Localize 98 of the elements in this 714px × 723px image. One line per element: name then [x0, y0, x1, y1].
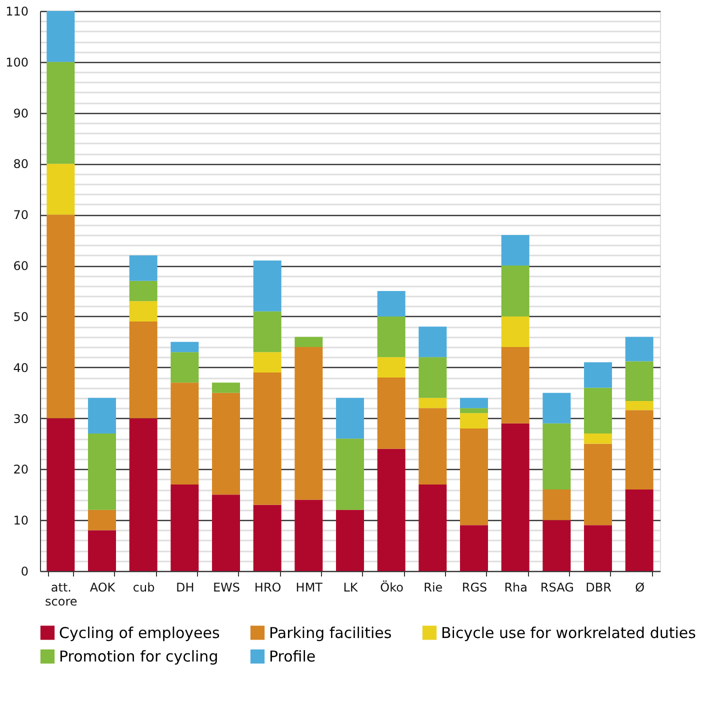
bar: [625, 400, 654, 410]
bar: [253, 311, 282, 352]
y-tick-label: 90: [13, 106, 28, 120]
bar: [625, 361, 654, 401]
y-tick-label: 60: [13, 259, 28, 274]
x-tick-label: cub: [132, 580, 155, 594]
x-tick-label: RSAG: [540, 580, 574, 594]
y-tick-label: 70: [13, 208, 28, 222]
bar: [377, 291, 406, 316]
y-tick-label: 110: [6, 4, 28, 18]
x-tick-label: RGS: [462, 580, 488, 594]
bar: [418, 326, 447, 358]
bar: [584, 444, 612, 526]
bar: [584, 388, 612, 434]
bar: [377, 378, 406, 449]
bar: [336, 510, 364, 571]
bar: [46, 214, 75, 418]
bar: [542, 392, 571, 424]
bar: [253, 372, 282, 505]
bar: [377, 357, 406, 378]
bar: [625, 410, 654, 490]
x-tick-label: att. score: [45, 580, 78, 608]
bar: [418, 398, 447, 408]
bar: [170, 484, 199, 571]
bar: [46, 418, 75, 571]
x-tick-label: Ø: [635, 580, 645, 594]
legend-label: Parking facilities: [269, 624, 392, 642]
bar: [501, 316, 530, 347]
y-tick-label: 20: [13, 462, 28, 477]
bar: [129, 418, 158, 571]
y-tick-label: 30: [13, 412, 28, 426]
bar: [170, 342, 199, 352]
bar: [460, 413, 488, 428]
bar: [212, 392, 240, 495]
x-tick-label: EWS: [212, 580, 240, 594]
x-tick-label: LK: [343, 580, 359, 594]
legend-label: Cycling of employees: [59, 624, 220, 642]
bar: [170, 382, 199, 484]
legend-label: Bicycle use for workrelated duties: [441, 624, 696, 642]
bar: [377, 448, 406, 571]
bar: [460, 428, 488, 526]
bar: [253, 260, 282, 312]
bar: [46, 164, 75, 215]
bar: [212, 382, 240, 393]
bar: [212, 494, 240, 571]
bar: [294, 500, 323, 571]
bar: [46, 11, 75, 62]
bar: [584, 434, 612, 444]
bar: [584, 362, 612, 388]
bar: [460, 408, 488, 414]
bar: [501, 266, 530, 316]
y-tick-label: 40: [13, 360, 28, 375]
bar: [46, 62, 75, 164]
bar: [377, 316, 406, 358]
bar: [88, 434, 116, 510]
x-tick-label: Rie: [424, 580, 443, 594]
bar: [584, 525, 612, 571]
x-tick-label: HRO: [254, 580, 282, 594]
bar: [418, 484, 447, 571]
bar: [170, 352, 199, 383]
bar: [253, 504, 282, 571]
bar: [418, 408, 447, 484]
bar: [129, 301, 158, 322]
bar: [460, 398, 488, 408]
y-tick-label: 10: [13, 514, 28, 528]
y-tick-label: 80: [13, 157, 28, 172]
bar: [501, 423, 530, 571]
bar: [294, 347, 323, 500]
bar: [336, 438, 364, 510]
legend-label: Promotion for cycling: [59, 648, 218, 666]
bar: [501, 235, 530, 266]
bar: [542, 423, 571, 490]
bar: [294, 336, 323, 347]
y-tick-label: 0: [20, 564, 28, 578]
x-tick-label: DBR: [586, 580, 612, 594]
x-tick-label: DH: [176, 580, 194, 594]
bar: [542, 520, 571, 571]
y-tick-label: 100: [6, 55, 28, 70]
bar: [336, 398, 364, 439]
bar: [129, 322, 158, 418]
bar: [129, 280, 158, 302]
bar: [625, 490, 654, 571]
bar: [501, 347, 530, 424]
bar: [88, 510, 116, 530]
x-tick-label: AOK: [90, 580, 116, 594]
bar: [460, 525, 488, 571]
x-tick-label: Rha: [504, 580, 528, 594]
bar: [88, 530, 116, 571]
x-tick-label: HMT: [296, 580, 324, 594]
bar: [625, 336, 654, 362]
bar: [418, 357, 447, 398]
y-tick-label: 50: [13, 310, 28, 324]
bar: [253, 352, 282, 372]
bar: [129, 255, 158, 281]
bar: [542, 490, 571, 520]
bar: [88, 398, 116, 434]
legend-label: Profile: [269, 648, 316, 666]
x-tick-label: Öko: [380, 580, 404, 594]
